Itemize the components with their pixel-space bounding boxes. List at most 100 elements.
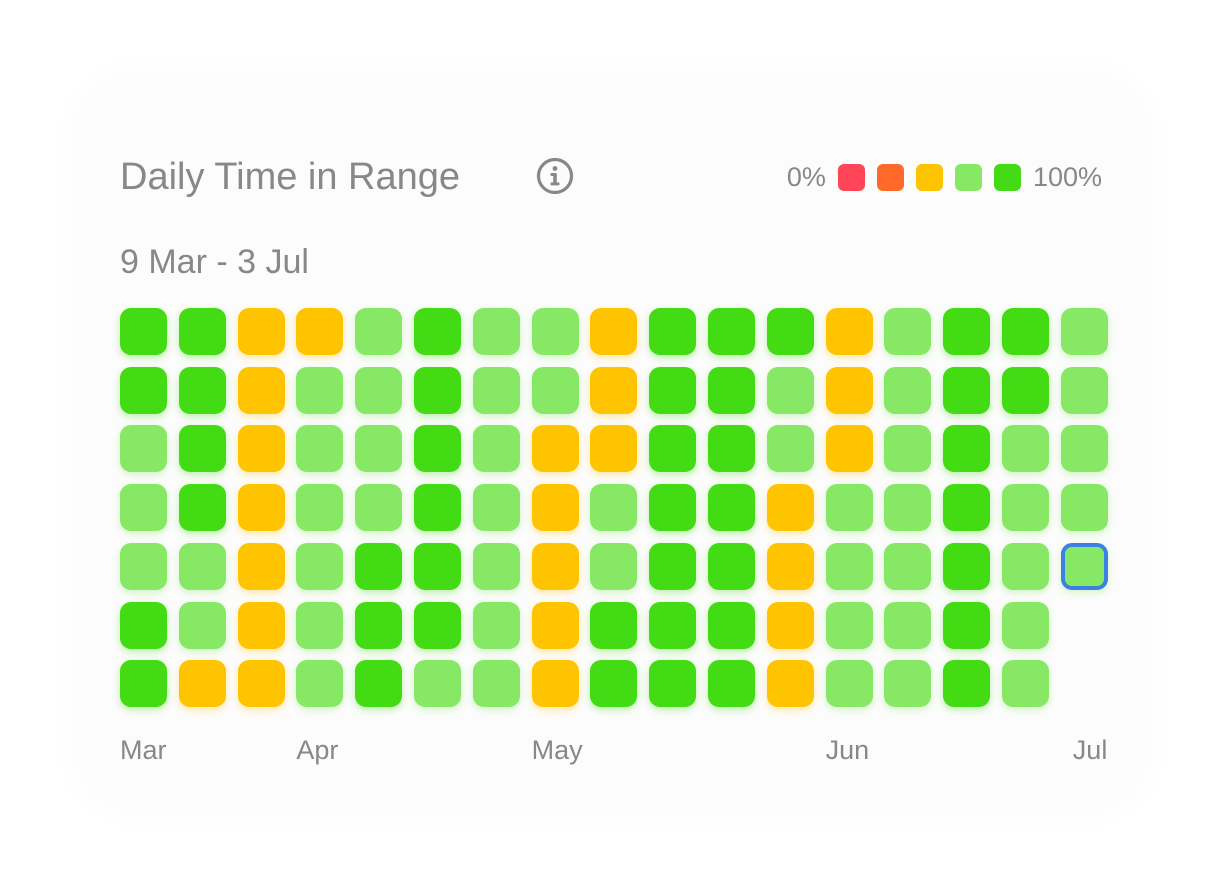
heatmap-cell[interactable]	[414, 308, 461, 355]
heatmap-cell[interactable]	[414, 366, 461, 414]
heatmap-cell[interactable]	[1002, 425, 1049, 473]
heatmap-cell[interactable]	[472, 601, 520, 649]
heatmap-cell[interactable]	[296, 660, 344, 708]
heatmap-cell[interactable]	[590, 601, 638, 649]
heatmap-cell[interactable]	[237, 308, 285, 355]
info-circle-icon[interactable]	[536, 157, 574, 195]
heatmap-cell[interactable]	[884, 542, 932, 590]
heatmap-cell[interactable]	[472, 660, 520, 708]
heatmap-cell[interactable]	[237, 542, 285, 590]
heatmap-cell[interactable]	[531, 366, 579, 414]
heatmap-cell[interactable]	[355, 601, 403, 649]
heatmap-cell[interactable]	[120, 542, 167, 590]
heatmap-cell[interactable]	[237, 425, 285, 473]
heatmap-cell[interactable]	[296, 308, 344, 355]
heatmap-cell[interactable]	[355, 484, 403, 532]
heatmap-cell[interactable]	[472, 484, 520, 532]
heatmap-cell[interactable]	[649, 425, 697, 473]
heatmap-cell[interactable]	[766, 660, 814, 708]
heatmap-cell[interactable]	[943, 660, 991, 708]
heatmap-cell[interactable]	[1060, 484, 1108, 532]
heatmap-cell[interactable]	[296, 425, 344, 473]
heatmap-cell[interactable]	[943, 542, 991, 590]
heatmap-cell[interactable]	[296, 601, 344, 649]
heatmap-cell[interactable]	[884, 484, 932, 532]
heatmap-cell[interactable]	[590, 484, 638, 532]
heatmap-cell[interactable]	[649, 308, 697, 355]
heatmap-cell[interactable]	[825, 660, 873, 708]
heatmap-cell[interactable]	[590, 308, 638, 355]
heatmap-cell[interactable]	[649, 542, 697, 590]
heatmap-cell[interactable]	[884, 366, 932, 414]
heatmap-cell[interactable]	[178, 366, 226, 414]
heatmap-cell[interactable]	[355, 542, 403, 590]
heatmap-cell[interactable]	[237, 660, 285, 708]
heatmap-cell[interactable]	[1060, 308, 1108, 355]
heatmap-cell[interactable]	[414, 542, 461, 590]
heatmap-cell[interactable]	[1002, 366, 1049, 414]
heatmap-cell[interactable]	[237, 484, 285, 532]
heatmap-cell[interactable]	[355, 308, 403, 355]
heatmap-cell[interactable]	[296, 366, 344, 414]
heatmap-cell[interactable]	[825, 425, 873, 473]
heatmap-cell[interactable]	[884, 660, 932, 708]
heatmap-cell[interactable]	[825, 308, 873, 355]
heatmap-cell[interactable]	[590, 425, 638, 473]
heatmap-cell[interactable]	[766, 308, 814, 355]
heatmap-cell[interactable]	[120, 308, 167, 355]
heatmap-cell[interactable]	[178, 601, 226, 649]
heatmap-cell[interactable]	[825, 601, 873, 649]
heatmap-cell[interactable]	[355, 366, 403, 414]
heatmap-cell[interactable]	[766, 601, 814, 649]
heatmap-cell[interactable]	[1060, 366, 1108, 414]
heatmap-cell[interactable]	[943, 484, 991, 532]
heatmap-cell[interactable]	[649, 484, 697, 532]
heatmap-cell[interactable]	[1002, 601, 1049, 649]
heatmap-cell[interactable]	[943, 601, 991, 649]
heatmap-cell[interactable]	[355, 660, 403, 708]
heatmap-cell[interactable]	[120, 425, 167, 473]
heatmap-cell[interactable]	[178, 308, 226, 355]
heatmap-cell[interactable]	[531, 484, 579, 532]
heatmap-cell[interactable]	[178, 660, 226, 708]
heatmap-cell[interactable]	[178, 484, 226, 532]
heatmap-cell[interactable]	[943, 425, 991, 473]
heatmap-cell[interactable]	[708, 542, 755, 590]
heatmap-cell[interactable]	[708, 601, 755, 649]
heatmap-cell[interactable]	[943, 366, 991, 414]
heatmap-cell[interactable]	[766, 425, 814, 473]
heatmap-cell[interactable]	[296, 542, 344, 590]
heatmap-cell[interactable]	[649, 601, 697, 649]
heatmap-cell[interactable]	[414, 484, 461, 532]
heatmap-cell[interactable]	[1002, 542, 1049, 590]
heatmap-cell[interactable]	[414, 660, 461, 708]
heatmap-cell[interactable]	[296, 484, 344, 532]
heatmap-cell[interactable]	[884, 425, 932, 473]
heatmap-cell[interactable]	[943, 308, 991, 355]
heatmap-cell[interactable]	[649, 660, 697, 708]
heatmap-cell[interactable]	[531, 308, 579, 355]
heatmap-cell[interactable]	[472, 425, 520, 473]
heatmap-cell[interactable]	[766, 484, 814, 532]
heatmap-cell[interactable]	[825, 542, 873, 590]
heatmap-cell[interactable]	[120, 484, 167, 532]
heatmap-cell[interactable]	[1002, 484, 1049, 532]
heatmap-cell[interactable]	[766, 366, 814, 414]
heatmap-cell[interactable]	[766, 542, 814, 590]
heatmap-cell[interactable]	[120, 660, 167, 708]
heatmap-cell[interactable]	[708, 308, 755, 355]
heatmap-cell[interactable]	[120, 366, 167, 414]
heatmap-cell[interactable]	[708, 366, 755, 414]
heatmap-cell-selected[interactable]	[1060, 542, 1108, 590]
heatmap-cell[interactable]	[825, 366, 873, 414]
heatmap-cell[interactable]	[531, 542, 579, 590]
heatmap-cell[interactable]	[649, 366, 697, 414]
heatmap-cell[interactable]	[178, 542, 226, 590]
heatmap-cell[interactable]	[590, 660, 638, 708]
heatmap-cell[interactable]	[531, 425, 579, 473]
heatmap-cell[interactable]	[472, 308, 520, 355]
heatmap-cell[interactable]	[1002, 660, 1049, 708]
heatmap-cell[interactable]	[414, 425, 461, 473]
heatmap-cell[interactable]	[590, 542, 638, 590]
heatmap-cell[interactable]	[884, 308, 932, 355]
